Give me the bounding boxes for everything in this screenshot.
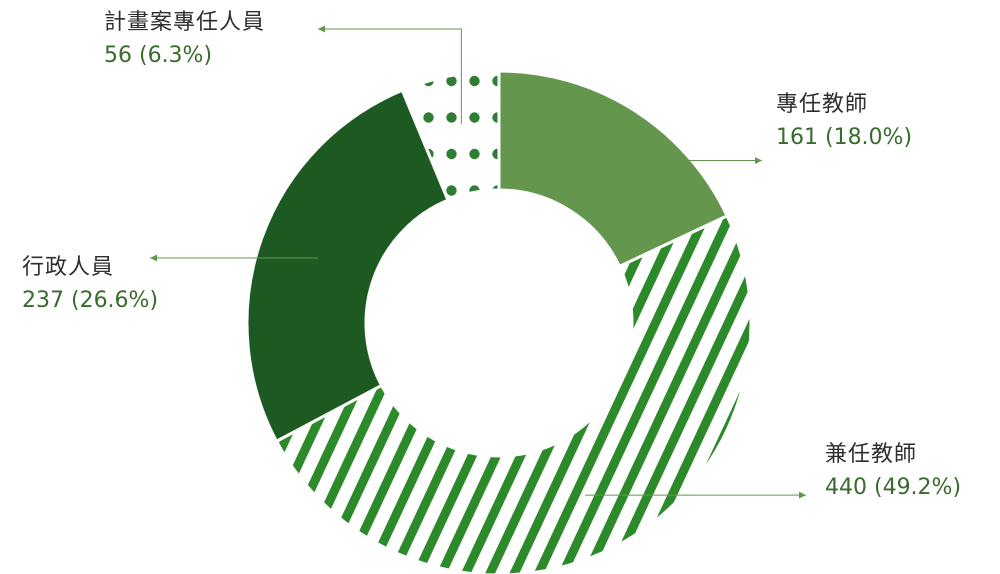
label-full-time-faculty: 專任教師 161 (18.0%) [776,88,912,154]
slice-full-time-faculty [497,69,730,269]
slice-name: 兼任教師 [825,442,918,467]
label-project-staff: 計畫案專任人員 56 (6.3%) [104,6,265,72]
leader-part-time-faculty [585,491,806,499]
leader-project-staff [318,25,462,125]
leader-full-time-faculty [602,156,762,164]
slice-project-staff [400,69,501,203]
slice-value: 237 (26.6%) [22,288,159,313]
slice-name: 計畫案專任人員 [104,10,266,35]
slice-name: 行政人員 [22,255,115,280]
slice-name: 專任教師 [776,92,869,117]
slice-value: 161 (18.0%) [776,125,913,150]
leader-administrative-staff [150,254,318,262]
slice-value: 440 (49.2%) [825,475,962,500]
slice-administrative-staff [245,88,450,444]
slice-part-time-faculty [274,213,753,574]
slice-value: 56 (6.3%) [104,43,213,68]
label-administrative-staff: 行政人員 237 (26.6%) [22,251,158,317]
label-part-time-faculty: 兼任教師 440 (49.2%) [825,438,961,504]
